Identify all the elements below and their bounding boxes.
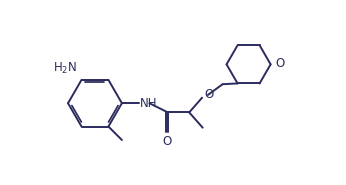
Text: O: O	[204, 88, 213, 101]
Text: O: O	[275, 57, 284, 70]
Text: O: O	[162, 135, 171, 148]
Text: NH: NH	[140, 97, 157, 110]
Text: H$_2$N: H$_2$N	[53, 61, 78, 76]
